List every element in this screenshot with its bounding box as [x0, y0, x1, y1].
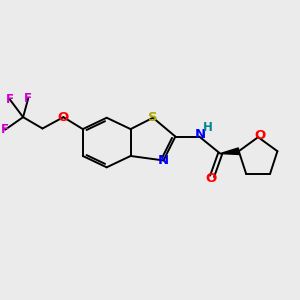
Text: N: N: [194, 128, 206, 141]
Text: O: O: [254, 129, 265, 142]
Text: O: O: [58, 111, 69, 124]
Text: N: N: [158, 154, 169, 167]
Text: F: F: [24, 92, 32, 105]
Text: F: F: [6, 93, 14, 106]
Text: O: O: [205, 172, 216, 185]
Text: H: H: [203, 121, 213, 134]
Text: S: S: [148, 111, 158, 124]
Polygon shape: [220, 148, 239, 154]
Text: F: F: [1, 123, 9, 136]
